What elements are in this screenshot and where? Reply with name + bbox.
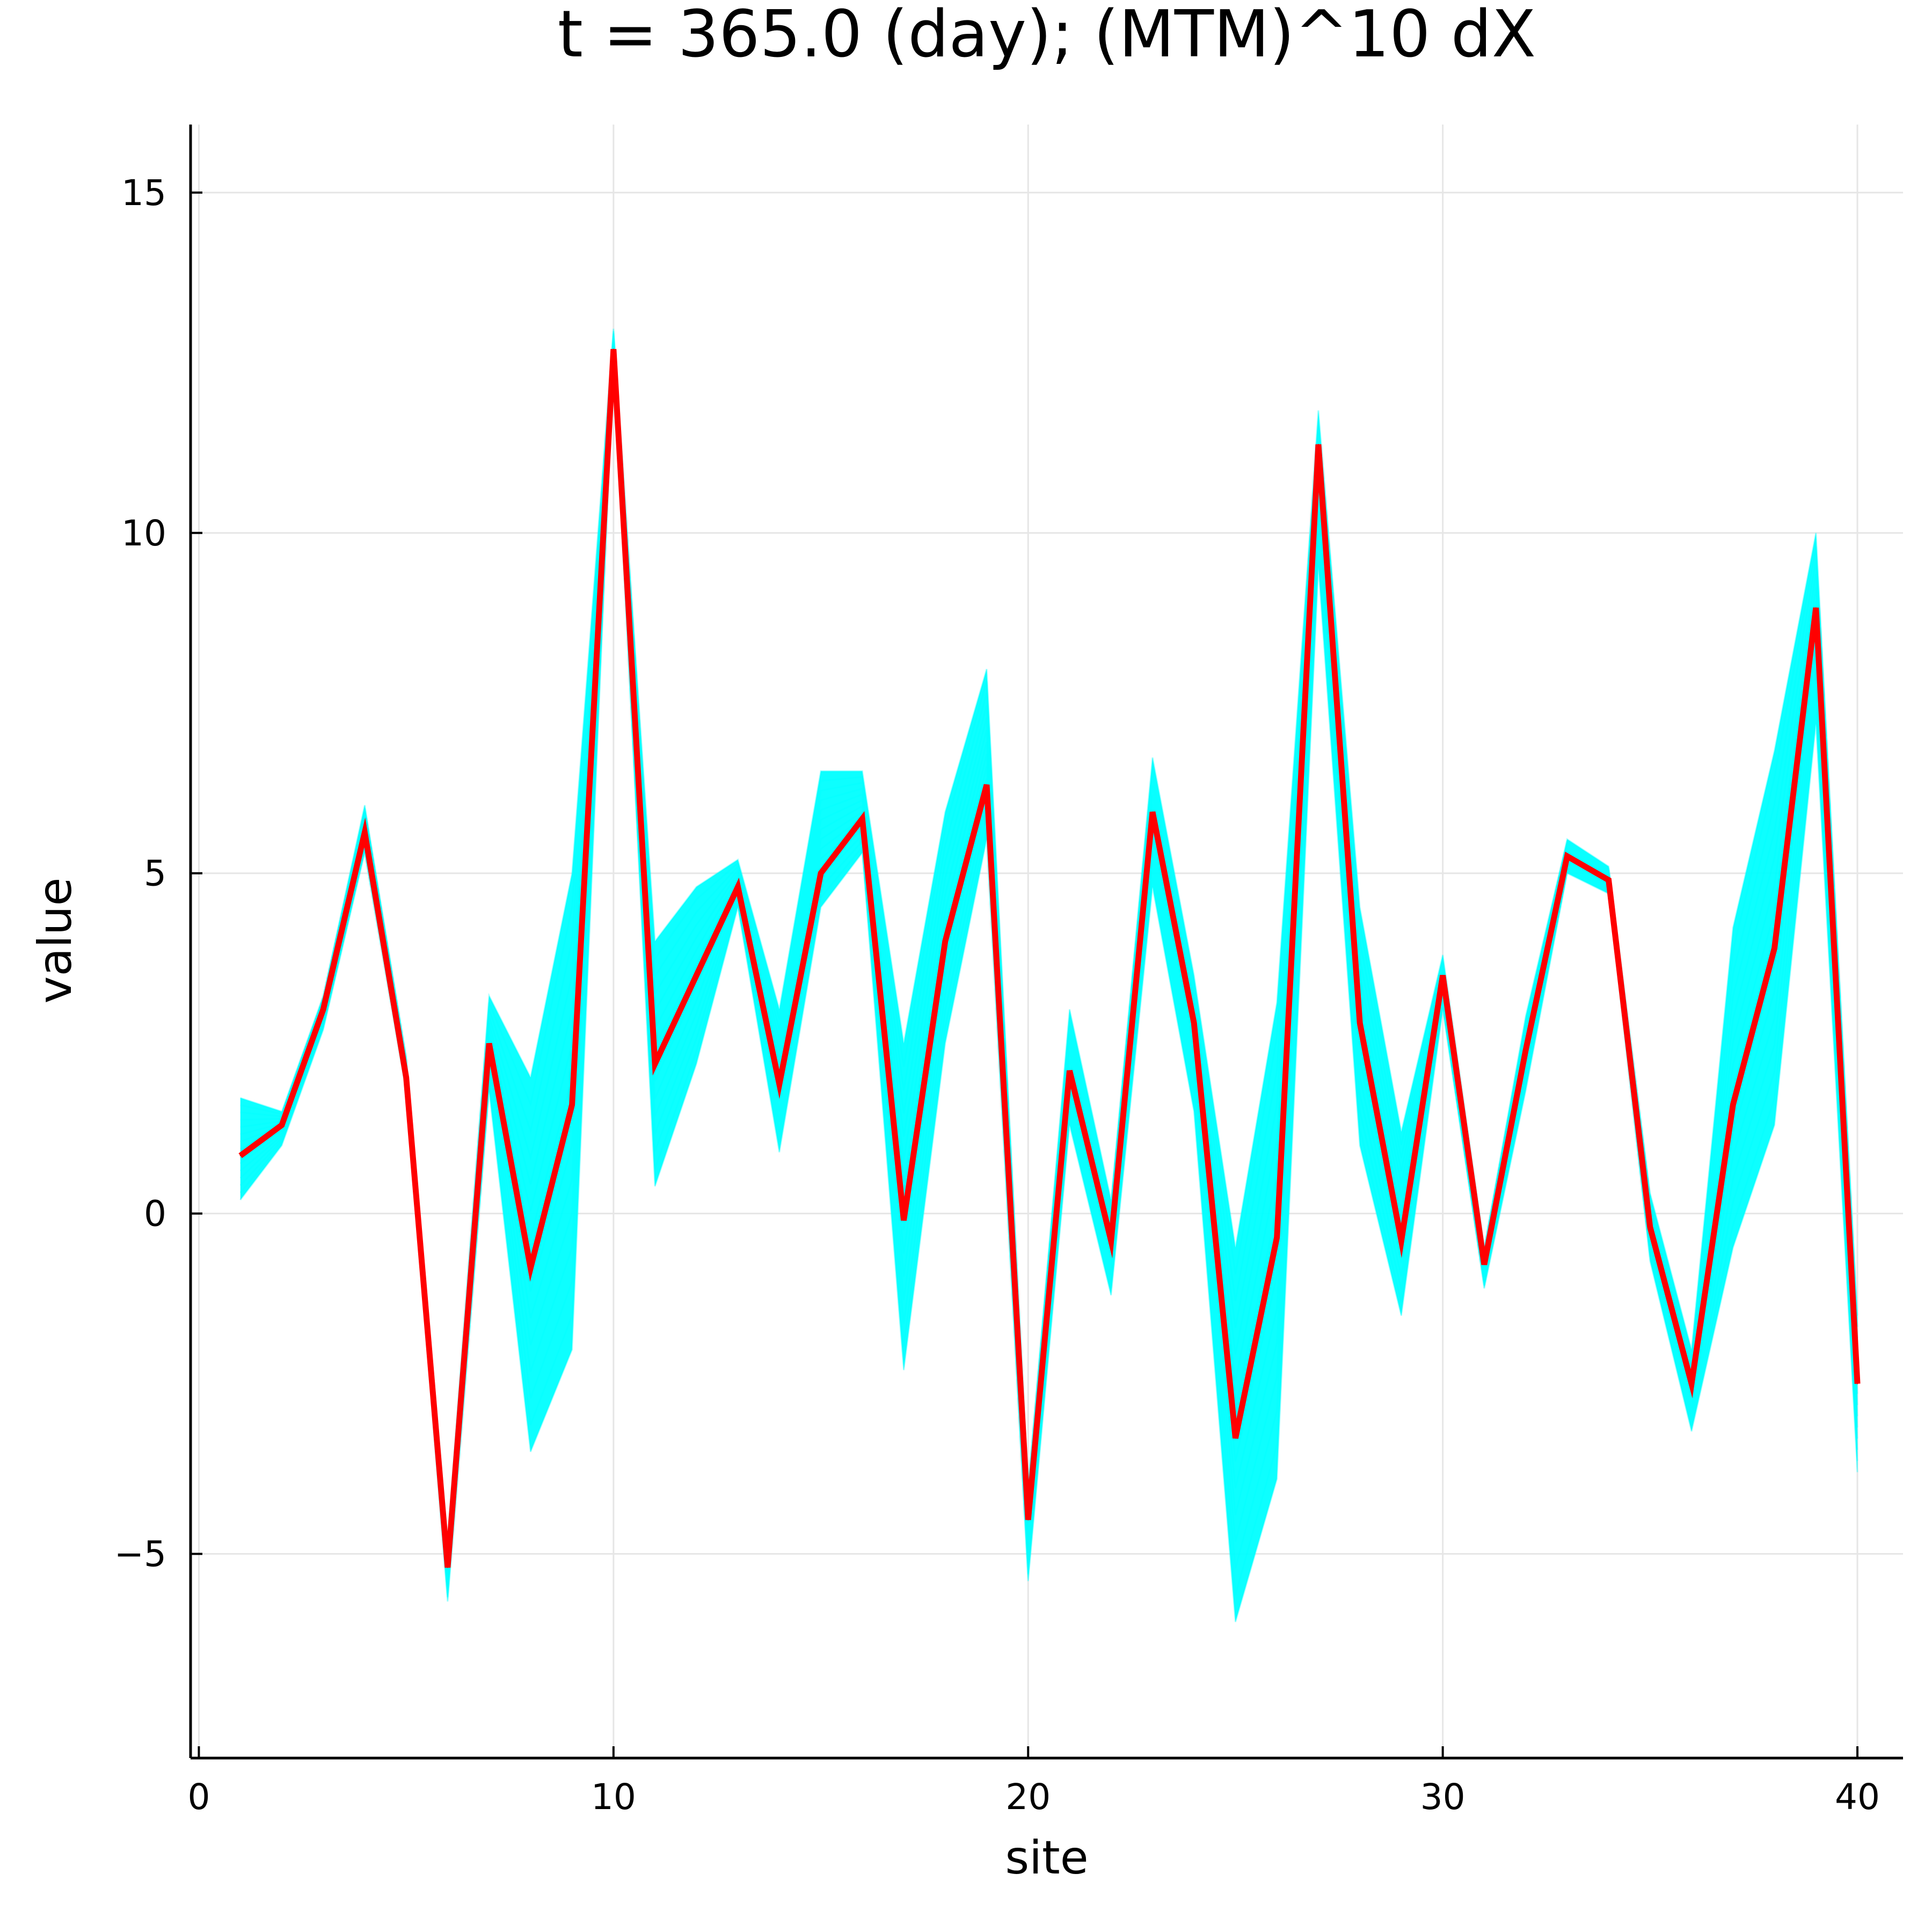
main-series-point	[1691, 1383, 1693, 1384]
main-series-point	[1815, 607, 1817, 609]
main-series-point	[820, 872, 822, 874]
main-series-point	[696, 974, 697, 976]
main-series-point	[1359, 1022, 1361, 1024]
y-axis-label: value	[28, 878, 82, 1004]
main-series-point	[1732, 1104, 1734, 1105]
ensemble-member-line	[239, 358, 1858, 1593]
main-series-point	[862, 818, 863, 820]
y-tick-label: 10	[121, 513, 166, 554]
main-series-point	[1027, 1519, 1029, 1521]
main-series-point	[1151, 811, 1153, 813]
main-series-point	[530, 1267, 531, 1269]
main-series-point	[489, 1042, 490, 1044]
axes	[189, 125, 1903, 1760]
main-series-point	[1110, 1240, 1112, 1242]
main-series-point	[903, 1220, 905, 1221]
main-series-point	[1566, 856, 1568, 857]
y-tick-label: 0	[144, 1193, 166, 1235]
x-tick-label: 30	[1420, 1776, 1466, 1818]
main-series-point	[1483, 1264, 1485, 1265]
ensemble-member-line	[239, 355, 1858, 1589]
main-series-point	[405, 1077, 407, 1078]
ensemble-member-line	[239, 360, 1858, 1598]
y-tick-label: 15	[121, 172, 166, 214]
x-tick-label: 40	[1835, 1776, 1880, 1818]
main-series-point	[323, 1009, 324, 1010]
series-lines	[238, 348, 1861, 1568]
main-series-point	[571, 1104, 573, 1105]
main-series-point	[1608, 879, 1609, 881]
main-series-point	[1069, 1070, 1070, 1071]
main-series-point	[613, 348, 614, 350]
chart-title: t = 365.0 (day); (MTM)^10 dX	[558, 0, 1536, 72]
main-series-point	[447, 1566, 448, 1568]
main-series-point	[944, 941, 946, 942]
ensemble-member-line	[240, 329, 1858, 1541]
main-series-point	[654, 1063, 656, 1065]
main-series-point	[1401, 1240, 1402, 1242]
main-series-point	[281, 1124, 282, 1126]
main-series-point	[986, 784, 988, 785]
x-axis-label: site	[1005, 1831, 1088, 1885]
ensemble-member-line	[240, 333, 1858, 1549]
main-series-point	[1193, 1022, 1195, 1024]
tick-labels: 0 10 20 30 40 −5 0 5 10 15	[114, 172, 1880, 1818]
main-series-point	[1442, 974, 1443, 976]
main-series-point	[778, 1083, 780, 1085]
y-tick-label: 5	[144, 853, 166, 894]
ensemble-member-line	[239, 362, 1858, 1622]
x-tick-label: 20	[1005, 1776, 1051, 1818]
main-series-point	[1525, 1049, 1527, 1051]
main-series-point	[364, 832, 366, 833]
main-series-point	[1857, 1383, 1858, 1384]
ensemble-member-line	[240, 331, 1858, 1545]
main-series-point	[737, 886, 739, 888]
main-series-point	[1649, 1227, 1651, 1228]
x-tick-label: 10	[591, 1776, 636, 1818]
main-series-point	[1317, 443, 1319, 445]
x-tick-label: 0	[187, 1776, 210, 1818]
main-series-point	[1774, 947, 1775, 949]
main-series-point	[1276, 1237, 1278, 1238]
main-series-point	[1235, 1438, 1236, 1439]
y-tick-label: −5	[114, 1534, 166, 1575]
main-series-line	[238, 349, 1861, 1568]
main-series-point	[239, 1155, 241, 1156]
ensemble-band-area	[240, 329, 1858, 1622]
